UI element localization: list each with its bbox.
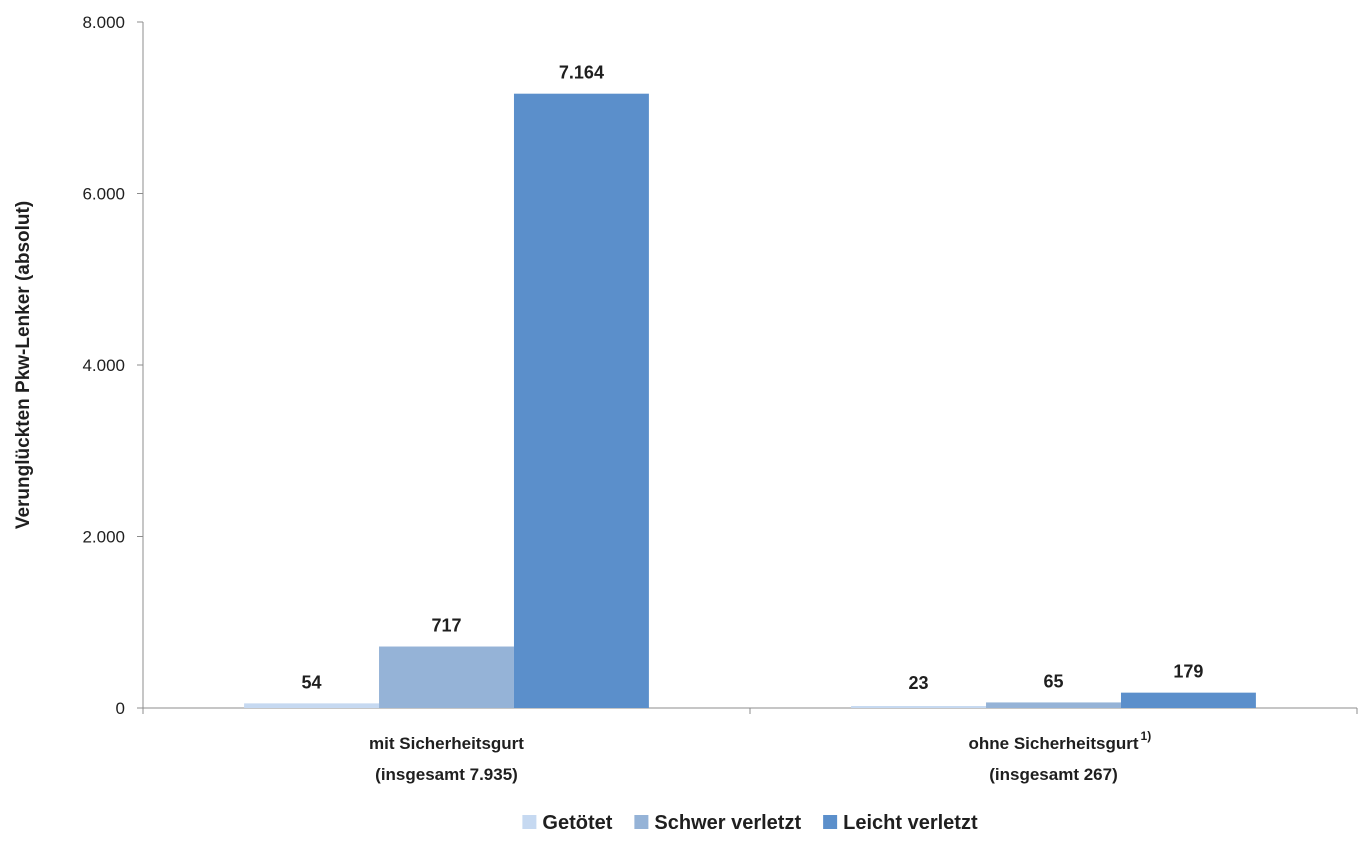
bar <box>244 703 380 708</box>
axes: 0 2.000 4.000 6.000 8.000 <box>82 13 1358 718</box>
legend-swatch <box>522 815 537 829</box>
y-axis-title: Verunglückten Pkw-Lenker (absolut) <box>13 201 34 529</box>
legend-item: Leicht verletzt <box>823 812 978 834</box>
data-labels: 54 717 7.164 23 65 179 <box>302 63 1204 693</box>
y-tick-label: 0 <box>116 699 125 718</box>
legend-item: Schwer verletzt <box>634 812 801 834</box>
category-label: mit Sicherheitsgurt <box>369 734 524 753</box>
y-tick-label: 4.000 <box>82 356 125 375</box>
legend-swatch <box>823 815 838 829</box>
category-label-total: (insgesamt 267) <box>989 765 1118 784</box>
category-label-total: (insgesamt 7.935) <box>375 765 518 784</box>
data-label: 7.164 <box>559 63 604 83</box>
data-label: 54 <box>302 672 322 692</box>
y-tick-label: 6.000 <box>82 185 125 204</box>
bar <box>513 93 649 708</box>
bar <box>379 646 514 708</box>
legend-label: Leicht verletzt <box>843 812 978 834</box>
legend: Getötet Schwer verletzt Leicht verletzt <box>522 812 978 834</box>
category-label: ohne Sicherheitsgurt <box>968 734 1138 753</box>
data-label: 65 <box>1043 671 1063 691</box>
legend-swatch <box>634 815 649 829</box>
category-labels: mit Sicherheitsgurt (insgesamt 7.935) ohne… <box>369 729 1151 784</box>
legend-label: Getötet <box>542 812 612 834</box>
footnote-marker: 1) <box>1141 729 1152 743</box>
bar <box>851 706 987 708</box>
legend-label: Schwer verletzt <box>654 812 801 834</box>
data-label: 23 <box>909 673 929 693</box>
y-tick-label: 2.000 <box>82 528 125 547</box>
bar <box>986 702 1121 708</box>
legend-item: Getötet <box>522 812 613 834</box>
y-tick-label: 8.000 <box>82 13 125 32</box>
data-label: 717 <box>431 616 461 636</box>
bars <box>244 93 1256 708</box>
bar <box>1120 692 1256 708</box>
data-label: 179 <box>1173 662 1203 682</box>
